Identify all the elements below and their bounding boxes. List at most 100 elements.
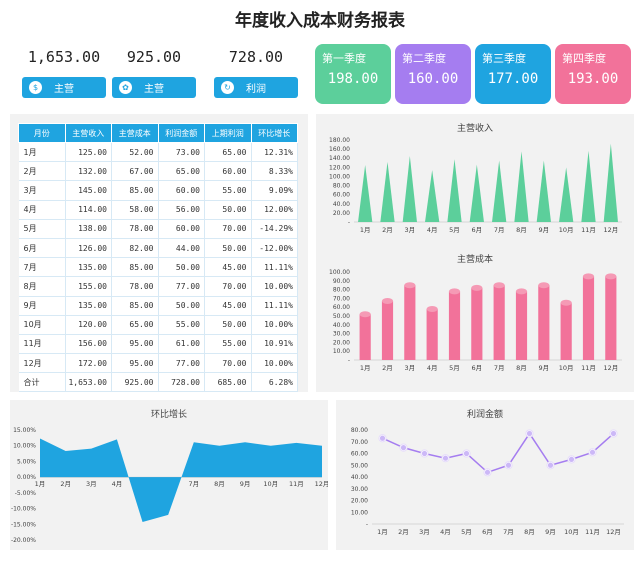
revenue-spike bbox=[514, 151, 529, 222]
y-tick-label: 60.00 bbox=[333, 192, 350, 199]
table-row: 6月 126.00 82.00 44.00 50.00 -12.00% bbox=[18, 238, 298, 259]
revenue-spike bbox=[402, 155, 417, 222]
table-cell: 135.00 bbox=[65, 257, 112, 278]
x-tick-label: 9月 bbox=[539, 364, 550, 372]
table-cell: 50.00 bbox=[158, 257, 205, 278]
table-row: 2月 132.00 67.00 65.00 60.00 8.33% bbox=[18, 161, 298, 182]
quarter-label: 第四季度 bbox=[562, 52, 606, 65]
table-cell: -14.29% bbox=[251, 219, 298, 239]
kpi-value: 1,653.00 bbox=[27, 48, 101, 66]
table-cell: 60.00 bbox=[158, 219, 205, 239]
x-tick-label: 12月 bbox=[603, 364, 618, 372]
y-tick-label: -5.00% bbox=[15, 490, 37, 497]
cost-bar bbox=[582, 276, 595, 360]
x-tick-label: 6月 bbox=[472, 364, 483, 372]
profit-point-fill bbox=[505, 462, 512, 468]
table-row: 4月 114.00 58.00 56.00 50.00 12.00% bbox=[18, 200, 298, 220]
table-cell: 10.91% bbox=[251, 334, 298, 355]
table-cell: 61.00 bbox=[158, 334, 205, 355]
table-cell: 45.00 bbox=[204, 257, 252, 278]
profit-point-fill bbox=[379, 435, 386, 441]
table-cell: 78.00 bbox=[111, 219, 159, 239]
x-tick-label: 8月 bbox=[214, 480, 225, 488]
cost-bar-cap bbox=[381, 298, 394, 305]
table-cell: 50.00 bbox=[204, 315, 252, 335]
profit-point-fill bbox=[589, 449, 596, 455]
table-cell: 125.00 bbox=[65, 142, 112, 163]
table-cell: 1,653.00 bbox=[65, 372, 112, 393]
x-tick-label: 4月 bbox=[427, 226, 438, 234]
x-tick-label: 7月 bbox=[503, 528, 514, 536]
table-cell: 77.00 bbox=[158, 276, 205, 297]
table-cell: 50.00 bbox=[158, 296, 205, 316]
table-cell: 85.00 bbox=[111, 180, 159, 201]
column-header: 月份 bbox=[18, 123, 66, 143]
y-tick-label: 80.00 bbox=[351, 427, 368, 434]
cost-bar bbox=[471, 287, 483, 360]
table-cell: 6.28% bbox=[251, 372, 298, 393]
table-cell: 8.33% bbox=[251, 161, 298, 182]
table-cell: 728.00 bbox=[158, 372, 205, 393]
table-cell: 132.00 bbox=[65, 161, 112, 182]
growth-area bbox=[40, 438, 322, 523]
table-cell: 6月 bbox=[18, 238, 66, 259]
table-cell: 10.00% bbox=[251, 315, 298, 335]
table-cell: 1月 bbox=[18, 142, 66, 163]
table-cell: 合计 bbox=[18, 372, 66, 393]
table-cell: 4月 bbox=[18, 200, 66, 220]
y-tick-label: -15.00% bbox=[11, 521, 36, 528]
x-tick-label: 7月 bbox=[494, 364, 505, 372]
finance-table-wrap: 月份 主营收入 主营成本 利润金额 上期利润 环比增长 1月 125.00 52.00 73.0… bbox=[18, 123, 298, 393]
table-row: 5月 138.00 78.00 60.00 70.00 -14.29% bbox=[18, 219, 298, 239]
cost-chart-title: 主营成本 bbox=[456, 255, 493, 265]
table-cell: 8月 bbox=[18, 276, 66, 297]
profit-point-fill bbox=[547, 462, 554, 468]
y-tick-label: 100.00 bbox=[329, 269, 350, 276]
kpi-profit-button[interactable]: ↻ 利润 bbox=[214, 77, 298, 98]
y-tick-label: 30.00 bbox=[333, 331, 350, 338]
profit-line bbox=[382, 432, 615, 474]
x-tick-label: 5月 bbox=[449, 364, 460, 372]
revenue-chart-title: 主营收入 bbox=[456, 124, 493, 134]
table-cell: 138.00 bbox=[65, 219, 112, 239]
kpi-revenue: 1,653.00 $ 主营 bbox=[22, 46, 106, 98]
x-tick-label: 1月 bbox=[377, 528, 388, 536]
x-tick-label: 3月 bbox=[419, 528, 430, 536]
table-cell: 67.00 bbox=[111, 161, 159, 182]
table-cell: 70.00 bbox=[204, 219, 252, 239]
kpi-revenue-button[interactable]: $ 主营 bbox=[22, 77, 106, 98]
quarter-value: 198.00 bbox=[327, 71, 379, 87]
quarter-card-q1: 第一季度 198.00 bbox=[315, 44, 391, 104]
quarter-card-q4: 第四季度 193.00 bbox=[555, 44, 631, 104]
table-cell: 172.00 bbox=[65, 353, 112, 374]
y-tick-label: 70.00 bbox=[351, 439, 368, 446]
y-tick-label: -20.00% bbox=[11, 537, 36, 544]
table-cell: 70.00 bbox=[204, 276, 252, 297]
x-tick-label: 3月 bbox=[405, 364, 416, 372]
cost-bar bbox=[448, 291, 461, 360]
table-cell: 50.00 bbox=[204, 238, 252, 259]
column-header: 利润金额 bbox=[157, 123, 205, 143]
kpi-cost: 925.00 ✿ 主营 bbox=[112, 46, 196, 98]
y-tick-label: 90.00 bbox=[333, 278, 350, 285]
table-cell: 95.00 bbox=[111, 334, 159, 355]
y-tick-label: 5.00% bbox=[17, 458, 36, 465]
y-tick-label: - bbox=[348, 357, 350, 364]
table-cell: 11月 bbox=[18, 334, 66, 355]
revenue-spike bbox=[559, 167, 574, 222]
cost-bar bbox=[404, 285, 416, 360]
cost-bar-cap bbox=[471, 284, 483, 291]
y-tick-label: 10.00 bbox=[333, 348, 350, 355]
profit-point-fill bbox=[526, 430, 533, 437]
kpi-cost-button[interactable]: ✿ 主营 bbox=[112, 77, 196, 98]
table-cell: 156.00 bbox=[65, 334, 112, 355]
x-tick-label: 4月 bbox=[427, 364, 438, 372]
column-header: 主营成本 bbox=[111, 123, 159, 143]
table-cell: 7月 bbox=[18, 257, 66, 278]
y-tick-label: 30.00 bbox=[351, 486, 368, 493]
table-cell: 11.11% bbox=[251, 257, 298, 278]
table-row: 合计 1,653.00 925.00 728.00 685.00 6.28% bbox=[18, 372, 298, 393]
x-tick-label: 9月 bbox=[539, 226, 550, 234]
table-cell: 50.00 bbox=[204, 200, 252, 220]
